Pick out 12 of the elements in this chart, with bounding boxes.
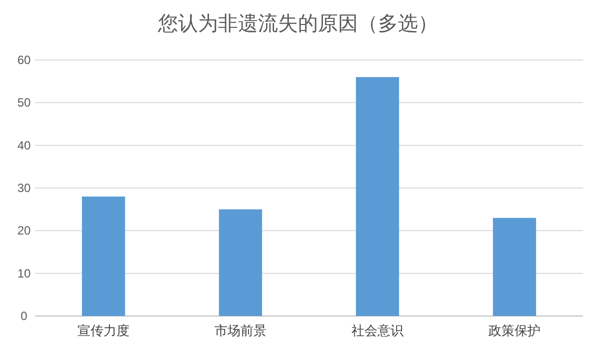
y-tick-label: 50 [17, 96, 31, 110]
x-tick-label: 政策保护 [488, 323, 540, 338]
y-tick-label: 30 [17, 181, 31, 195]
y-tick-label: 60 [17, 53, 31, 67]
y-tick-label: 40 [17, 138, 31, 152]
y-tick-label: 10 [17, 266, 31, 280]
x-tick-label: 市场前景 [214, 323, 266, 338]
y-tick-label: 0 [20, 309, 28, 323]
x-tick-label: 社会意识 [352, 323, 404, 338]
y-tick-label: 20 [17, 224, 31, 238]
title: 您认为非遗流失的原因（多选） [158, 13, 438, 35]
x-tick-label: 宣传力度 [78, 323, 130, 338]
